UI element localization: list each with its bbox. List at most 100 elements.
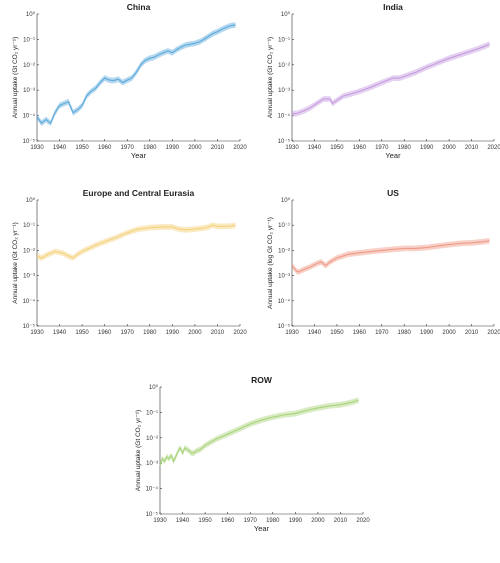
y-tick-label: 10⁻⁵ [23,323,36,330]
y-tick-label: 10⁰ [281,11,291,18]
y-tick-label: 10⁻³ [278,88,290,94]
x-tick-label: 1990 [420,145,434,151]
x-tick-label: 1940 [53,145,67,151]
series-line [292,43,490,115]
y-tick-label: 10⁻⁴ [278,113,291,120]
x-tick-label: 1980 [398,330,412,336]
y-tick-label: 10⁻¹ [146,410,158,416]
y-tick-label: 10⁰ [281,197,291,204]
x-tick-label: 2000 [442,330,456,336]
x-axis-label: Year [131,151,147,160]
axes [36,200,240,327]
x-tick-label: 1970 [375,330,389,336]
x-tick-label: 1950 [75,330,89,336]
x-tick-label: 2000 [188,330,202,336]
x-tick-label: 1990 [166,145,180,151]
y-axis-label: Annual uptake (log Gt CO₂ yr⁻¹) [267,217,274,309]
uncertainty-band [160,397,359,469]
uncertainty-band [292,237,490,275]
y-tick-label: 10⁻⁴ [278,298,291,305]
chart-panel-2: 1930 1940 1950 1960 1970 1980 1990 2000 2010 2020… [12,188,247,336]
x-axis-label: Year [254,524,270,533]
y-axis-label: Annual uptake (Gt CO₂ yr⁻¹) [12,37,19,118]
series-line [291,240,490,273]
x-tick-label: 1970 [244,518,258,524]
x-tick-label: 1930 [285,145,299,151]
x-tick-label: 1930 [30,330,44,336]
y-tick-label: 10⁻² [23,63,35,69]
x-tick-label: 1930 [30,145,44,151]
y-tick-label: 10⁰ [26,197,36,204]
x-tick-label: 1950 [75,145,89,151]
chart-title: US [387,188,399,198]
y-tick-label: 10⁰ [149,384,159,391]
y-tick-label: 10⁻⁵ [278,323,291,330]
series-line [36,24,236,125]
x-tick-label: 2010 [334,518,348,524]
x-tick-label: 1980 [143,145,157,151]
y-tick-label: 10⁻² [23,248,35,254]
x-tick-label: 2000 [311,518,325,524]
y-tick-label: 10⁻² [146,436,158,442]
x-tick-label: 1970 [375,145,389,151]
y-tick-label: 10⁻⁵ [146,511,159,518]
x-tick-label: 1960 [98,145,112,151]
x-tick-label: 2010 [465,145,479,151]
x-axis-label: Year [385,151,401,160]
y-tick-label: 10⁰ [26,11,36,18]
y-tick-label: 10⁻¹ [278,37,290,43]
uncertainty-band [37,22,236,127]
x-tick-label: 2010 [211,145,225,151]
x-tick-label: 2020 [233,330,247,336]
y-tick-label: 10⁻² [278,63,290,69]
chart-panel-3: 1930 1940 1950 1960 1970 1980 1990 2000 2010 2020… [267,188,500,336]
chart-title: Europe and Central Eurasia [83,188,195,198]
x-tick-label: 1970 [121,145,135,151]
x-tick-label: 1960 [221,518,235,524]
series-line [159,399,359,466]
x-tick-label: 2000 [442,145,456,151]
y-tick-label: 10⁻³ [23,88,35,94]
y-tick-label: 10⁻³ [23,274,35,280]
y-tick-label: 10⁻⁴ [23,298,36,305]
x-tick-label: 1970 [121,330,135,336]
x-tick-label: 2020 [233,145,247,151]
x-tick-label: 1940 [53,330,67,336]
y-tick-label: 10⁻² [278,248,290,254]
x-tick-label: 1960 [353,330,367,336]
uncertainty-band [37,222,236,261]
chart-title: ROW [251,375,273,385]
x-tick-label: 2010 [211,330,225,336]
series-line [36,224,236,259]
y-tick-label: 10⁻⁵ [23,138,36,145]
y-axis-label: Annual uptake (Gt CO₂ yr⁻¹) [135,410,142,491]
chart-title: China [127,2,151,12]
x-tick-label: 2010 [465,330,479,336]
x-tick-label: 1950 [330,145,344,151]
x-tick-label: 1930 [285,330,299,336]
y-tick-label: 10⁻⁴ [146,486,159,493]
x-tick-label: 1940 [308,145,322,151]
y-axis-label: Annual uptake (Gt CO₂ yr⁻¹) [267,37,274,118]
y-tick-label: 10⁻¹ [278,223,290,229]
x-tick-label: 1960 [353,145,367,151]
x-tick-label: 1960 [98,330,112,336]
x-tick-label: 1980 [266,518,280,524]
x-tick-label: 1980 [398,145,412,151]
y-tick-label: 10⁻⁴ [23,113,36,120]
y-tick-label: 10⁻³ [278,274,290,280]
x-tick-label: 1950 [198,518,212,524]
x-tick-label: 1930 [153,518,167,524]
chart-panel-0: 1930 1940 1950 1960 1970 1980 1990 2000 2010 2020… [12,2,247,160]
x-tick-label: 1990 [289,518,303,524]
x-tick-label: 1940 [176,518,190,524]
x-tick-label: 2000 [188,145,202,151]
y-tick-label: 10⁻¹ [23,37,35,43]
x-tick-label: 1950 [330,330,344,336]
x-tick-label: 1980 [143,330,157,336]
y-axis-label: Annual uptake (Gt CO₂ yr⁻¹) [12,222,19,303]
chart-title: India [383,2,403,12]
x-tick-label: 2020 [356,518,370,524]
x-tick-label: 1990 [420,330,434,336]
